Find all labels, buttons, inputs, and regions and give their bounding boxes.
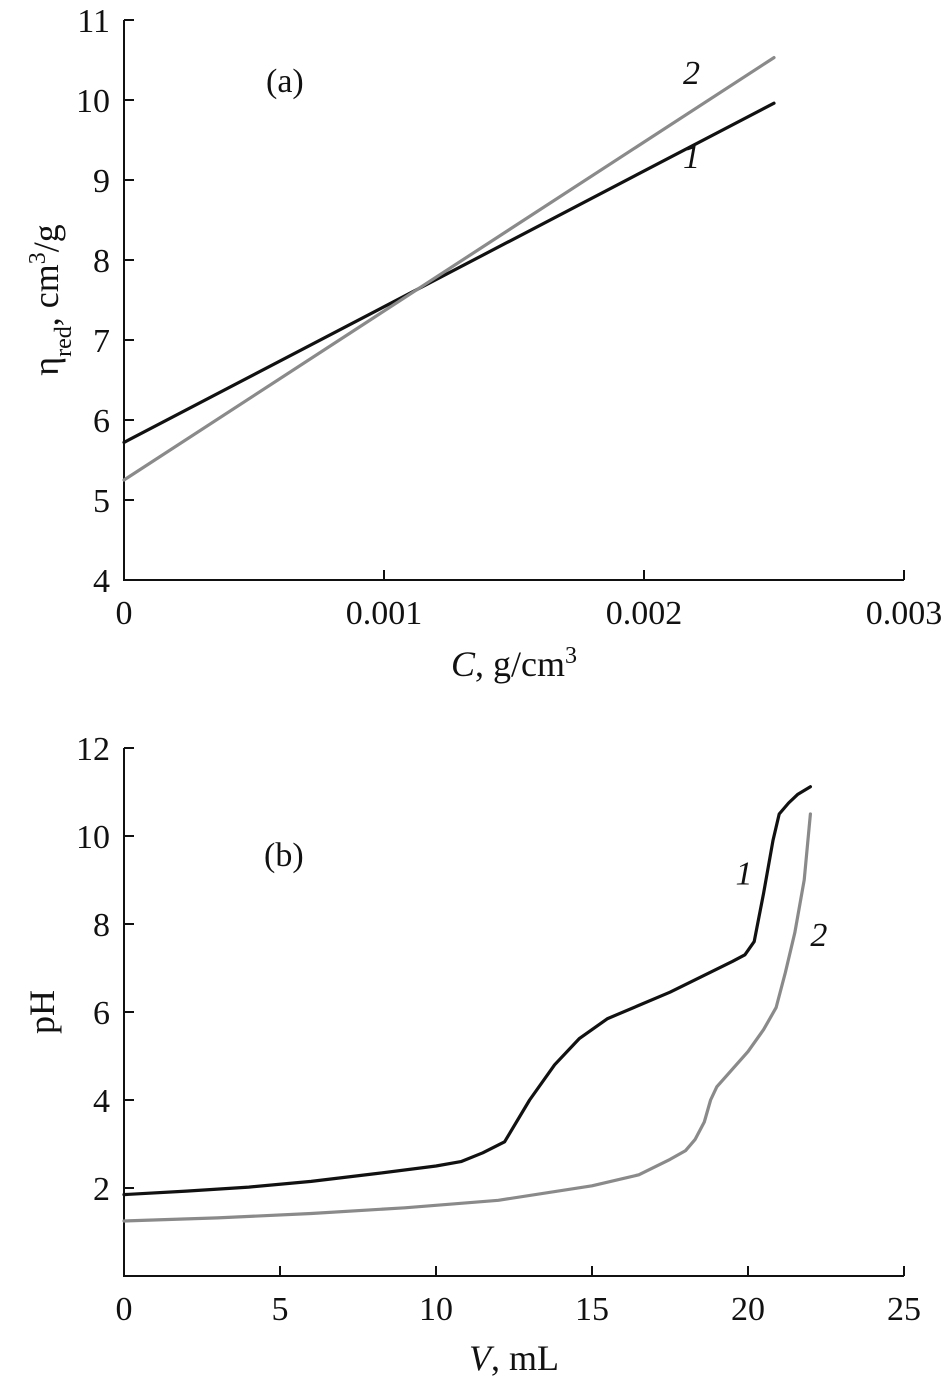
chart-a-y-tick-label: 4: [93, 563, 110, 600]
chart-a-y-tick-label: 7: [93, 323, 110, 360]
chart-b-x-tick-label: 25: [887, 1291, 921, 1328]
chart-a-y-axis-title-end: /g: [26, 224, 66, 252]
chart-b-x-axis-title-unit: , mL: [491, 1338, 559, 1378]
chart-a-y-tick-label: 9: [93, 163, 110, 200]
chart-a-y-tick-label: 5: [93, 483, 110, 520]
chart-a-panel-label: (a): [266, 63, 304, 100]
chart-b-x-tick-label: 10: [419, 1291, 453, 1328]
chart-b-panel-label: (b): [264, 837, 304, 874]
chart-a-y-axis-title-symbol: η: [26, 357, 66, 376]
chart-b-series: [122, 785, 813, 1223]
chart-b-y-tick-label: 6: [93, 995, 110, 1032]
chart-b-x-axis-title: V, mL: [469, 1338, 559, 1378]
chart-a-y-axis-title-sup: 3: [25, 252, 51, 264]
chart-a-series-1-line: [122, 101, 776, 444]
chart-a-ticks: 0 0.001 0.002 0.003 4 5 6 7 8 9 10 11: [76, 3, 942, 632]
chart-b-y-axis-title: pH: [22, 990, 62, 1034]
chart-a-y-tick-label: 6: [93, 403, 110, 440]
chart-a-x-axis-title-sup: 3: [565, 643, 577, 669]
chart-b-curve-labels: 12: [736, 855, 828, 954]
chart-a-x-axis-title: C, g/cm3: [451, 643, 577, 684]
chart-a-y-tick-label: 10: [76, 83, 110, 120]
chart-a-y-axis-title-sub: red: [51, 326, 77, 357]
chart-a-y-tick-label: 8: [93, 243, 110, 280]
chart-b-x-tick-label: 20: [731, 1291, 765, 1328]
chart-b-x-tick-label: 0: [116, 1291, 133, 1328]
chart-a-series-2-label: 2: [683, 55, 700, 92]
chart-b-x-axis-title-var: V: [469, 1338, 495, 1378]
chart-b-series-1-label: 1: [736, 855, 753, 892]
chart-a-y-axis-title-unit: , cm: [26, 264, 66, 326]
chart-a-x-tick-label: 0.003: [866, 595, 943, 632]
chart-a-series: [122, 55, 776, 482]
chart-b-y-tick-label: 4: [93, 1083, 110, 1120]
chart-a-x-tick-label: 0.002: [606, 595, 683, 632]
chart-a-axes: [123, 20, 904, 581]
chart-b-x-tick-label: 5: [272, 1291, 289, 1328]
chart-a-y-tick-label: 11: [77, 3, 110, 40]
chart-b-x-tick-label: 15: [575, 1291, 609, 1328]
chart-a-x-axis-title-var: C: [451, 644, 476, 684]
chart-a-x-axis-title-unit: , g/cm: [475, 644, 565, 684]
chart-b-series-2-label: 2: [810, 917, 827, 954]
chart-a-y-axis-title: ηred, cm3/g: [25, 224, 77, 375]
chart-b-y-tick-label: 10: [76, 819, 110, 856]
chart-a-curve-labels: 12: [683, 55, 700, 176]
chart-b-y-tick-label: 8: [93, 907, 110, 944]
chart-b-y-tick-label: 12: [76, 731, 110, 768]
chart-a-series-1-label: 1: [683, 139, 700, 176]
chart-b-series-1-line: [122, 785, 813, 1197]
chart-a-x-tick-label: 0.001: [346, 595, 423, 632]
chart-b-series-2-line: [122, 812, 813, 1223]
chart-b-y-tick-label: 2: [93, 1171, 110, 1208]
chart-a-x-tick-label: 0: [116, 595, 133, 632]
chart-a-series-2-line: [122, 55, 776, 482]
